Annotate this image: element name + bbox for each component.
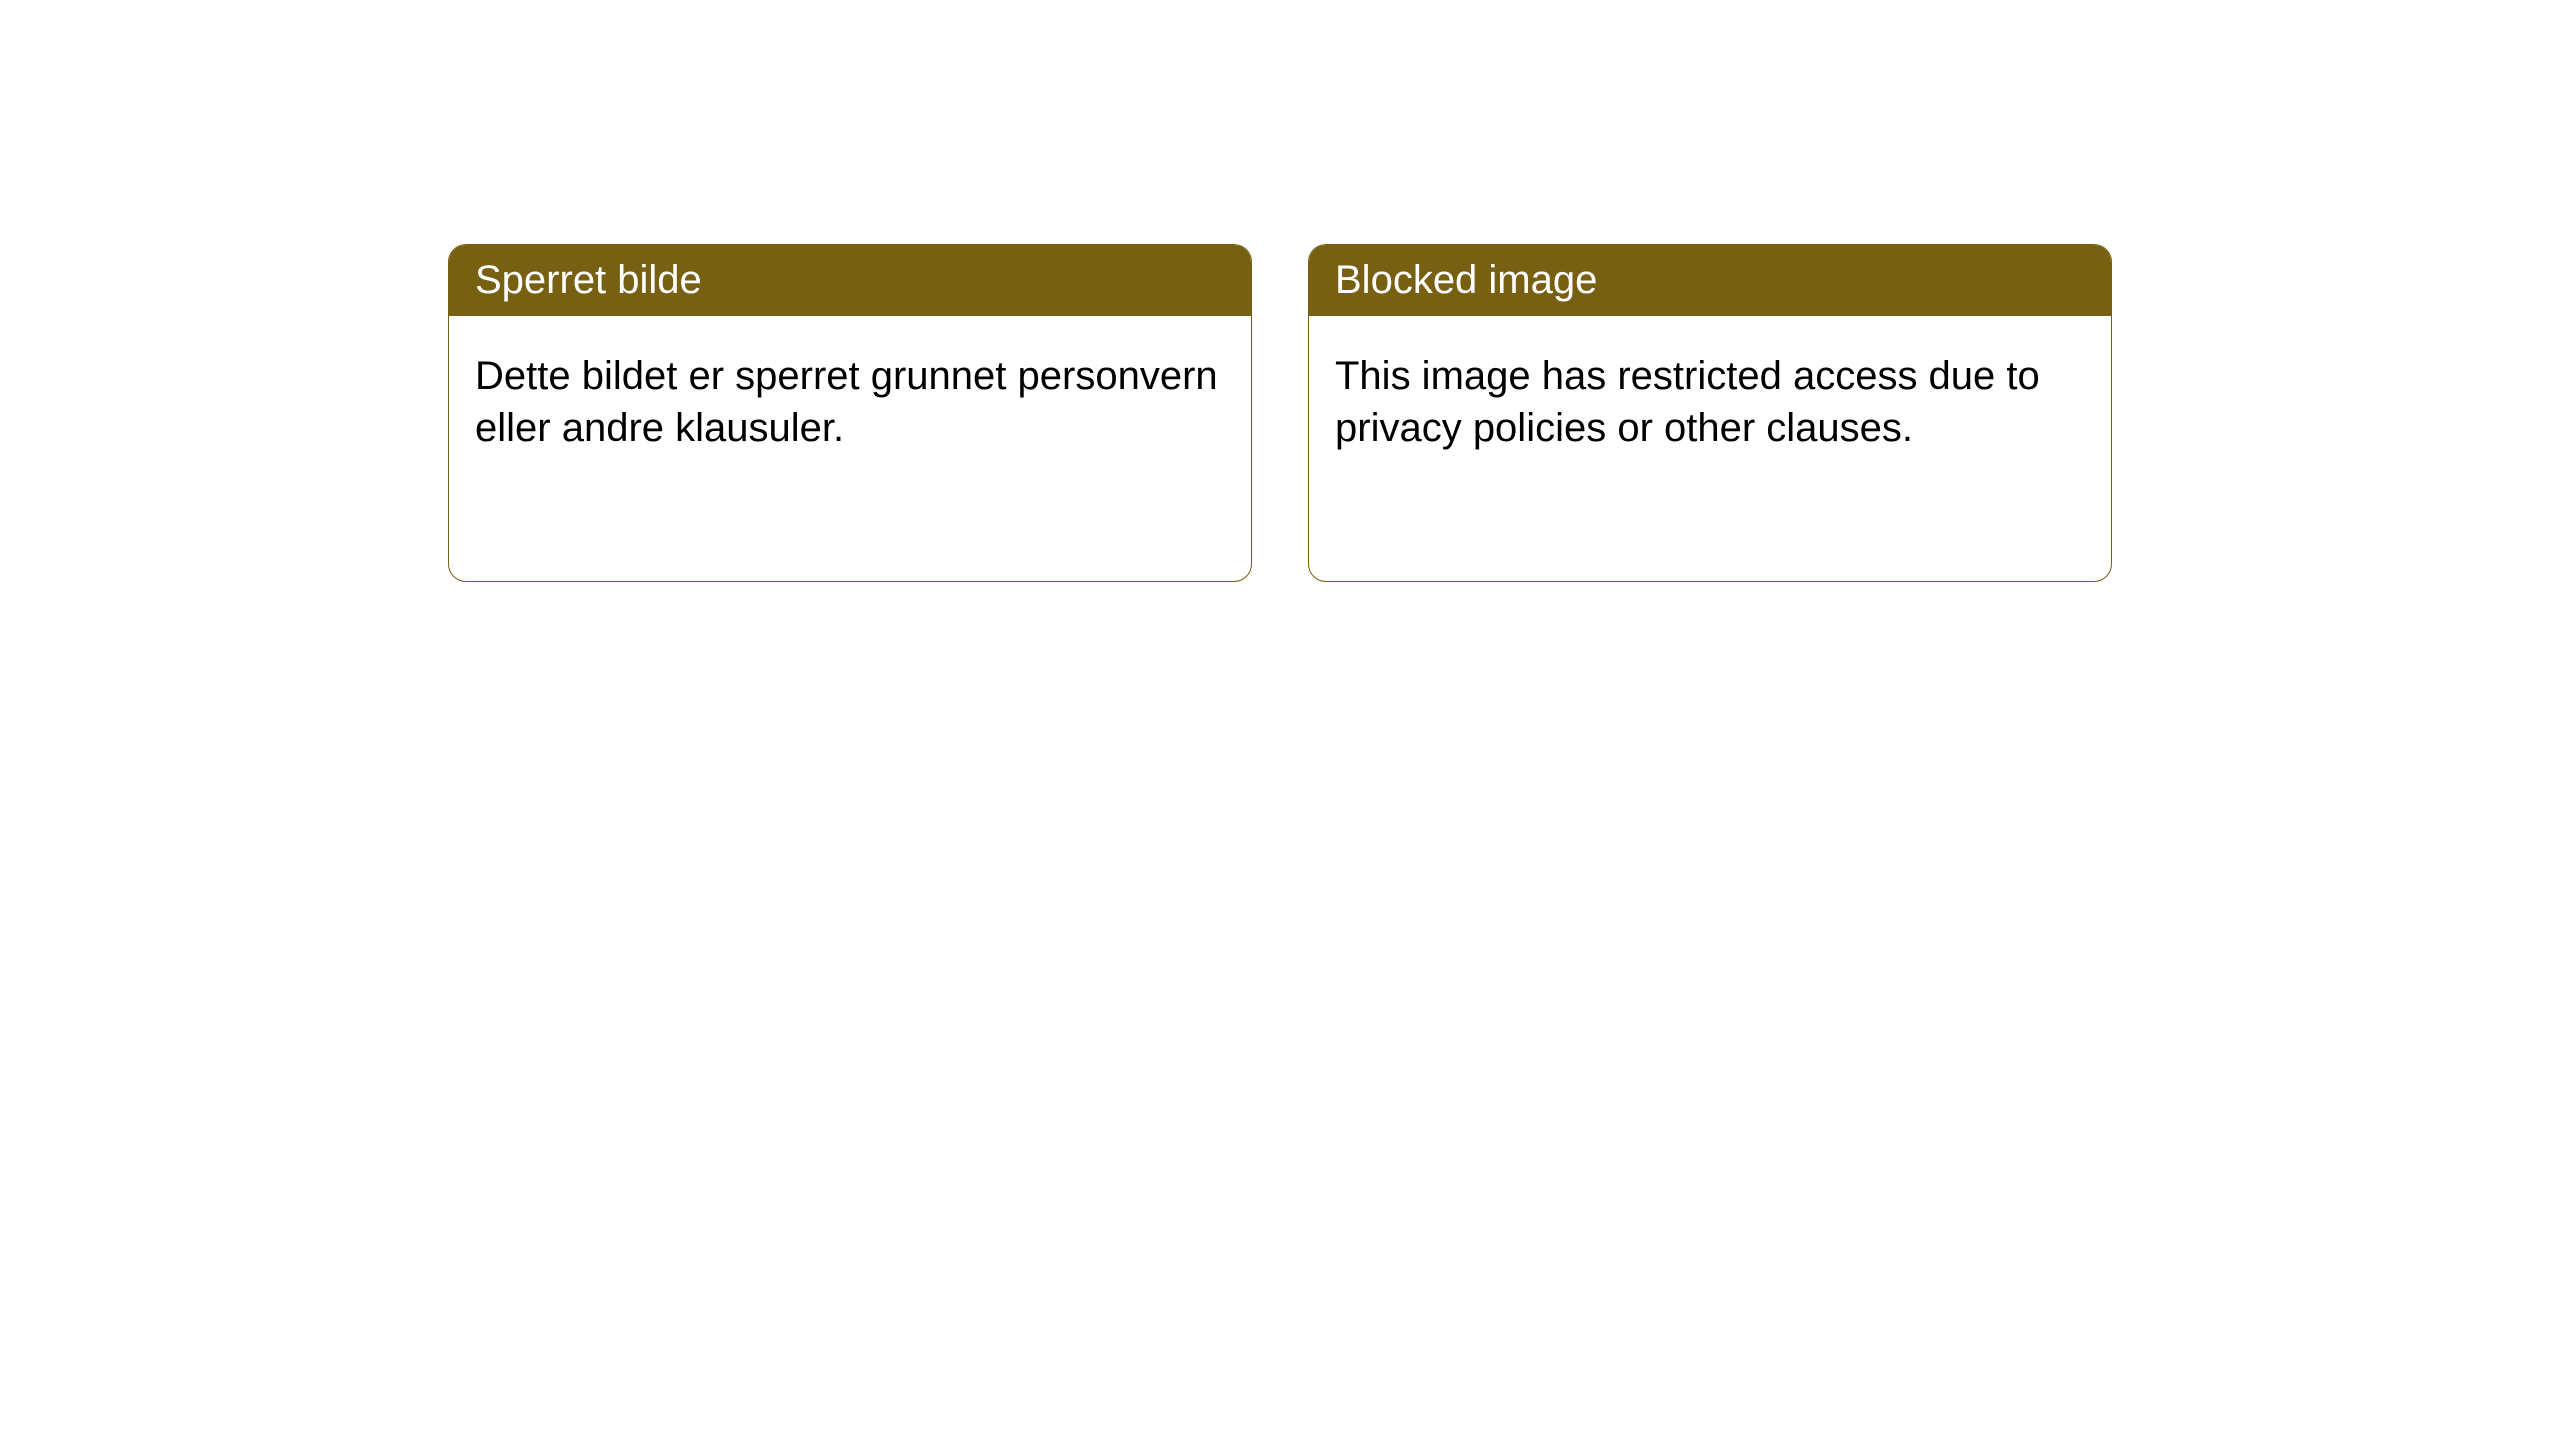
card-title: Blocked image [1335,258,1597,302]
card-body: This image has restricted access due to … [1309,316,2111,488]
card-title: Sperret bilde [475,258,702,302]
card-body: Dette bildet er sperret grunnet personve… [449,316,1251,488]
card-body-text: Dette bildet er sperret grunnet personve… [475,354,1218,450]
card-header: Sperret bilde [449,245,1251,316]
card-body-text: This image has restricted access due to … [1335,354,2040,450]
notice-cards-container: Sperret bilde Dette bildet er sperret gr… [0,0,2560,582]
card-header: Blocked image [1309,245,2111,316]
notice-card-norwegian: Sperret bilde Dette bildet er sperret gr… [448,244,1252,582]
notice-card-english: Blocked image This image has restricted … [1308,244,2112,582]
